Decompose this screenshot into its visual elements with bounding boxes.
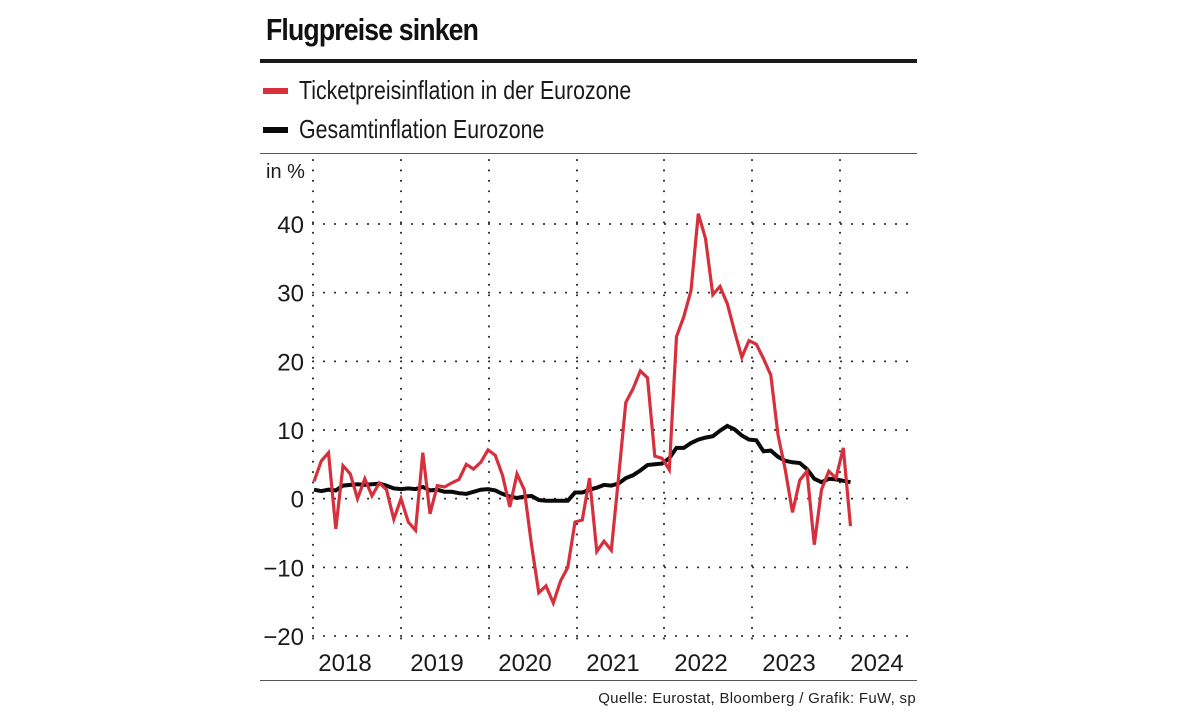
x-tick-label: 2022 [674,650,727,677]
legend-label: Ticketpreisinflation in der Eurozone [299,75,632,105]
x-tick-label: 2021 [586,650,639,677]
source-note: Quelle: Eurostat, Bloomberg / Grafik: Fu… [598,690,916,707]
y-tick-label: −10 [263,555,304,582]
x-tick-label: 2019 [410,650,463,677]
x-tick-label: 2024 [850,650,903,677]
series-line-ticket-inflation [312,213,853,608]
y-tick-label: 10 [277,418,304,445]
y-tick-label: 40 [277,212,304,239]
y-tick-label: 30 [277,281,304,308]
legend-label: Gesamtinflation Eurozone [299,114,545,144]
y-tick-label: 20 [277,349,304,376]
y-tick-label: −20 [263,624,304,651]
y-tick-label: 0 [291,487,304,514]
chart-title: Flugpreise sinken [266,12,479,47]
title-rule [260,59,917,63]
x-tick-label: 2020 [498,650,551,677]
legend-item-ticket: Ticketpreisinflation in der Eurozone [263,75,704,106]
x-tick-label: 2023 [762,650,815,677]
legend-swatch-red-icon [263,87,288,94]
x-tick-label: 2018 [318,650,371,677]
footer-divider [260,680,917,681]
y-axis-unit-label: in % [266,161,305,183]
series-line-total-inflation [313,423,851,503]
legend-divider [260,153,917,154]
legend-item-total: Gesamtinflation Eurozone [263,114,598,145]
legend-swatch-black-icon [263,126,288,133]
